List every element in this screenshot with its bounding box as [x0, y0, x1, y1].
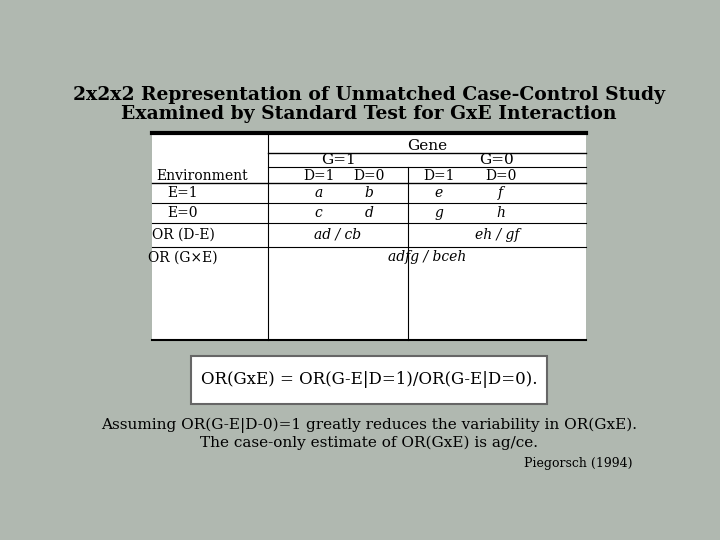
Text: Gene: Gene [407, 139, 447, 153]
Text: D=1: D=1 [303, 168, 334, 183]
Text: E=0: E=0 [168, 206, 198, 220]
Text: D=1: D=1 [423, 168, 454, 183]
Text: h: h [496, 206, 505, 220]
Text: a: a [315, 186, 323, 200]
Text: D=0: D=0 [485, 168, 516, 183]
FancyBboxPatch shape [191, 356, 547, 403]
Text: Piegorsch (1994): Piegorsch (1994) [524, 457, 632, 470]
Text: D=0: D=0 [354, 168, 384, 183]
Text: Assuming OR(G-E|D-0)=1 greatly reduces the variability in OR(GxE).: Assuming OR(G-E|D-0)=1 greatly reduces t… [101, 417, 637, 433]
Text: OR (D-E): OR (D-E) [152, 228, 215, 242]
Text: 2x2x2 Representation of Unmatched Case-Control Study: 2x2x2 Representation of Unmatched Case-C… [73, 86, 665, 104]
Text: Examined by Standard Test for GxE Interaction: Examined by Standard Test for GxE Intera… [121, 105, 617, 123]
Text: b: b [364, 186, 374, 200]
Text: OR(GxE) = OR(G-E|D=1)/OR(G-E|D=0).: OR(GxE) = OR(G-E|D=1)/OR(G-E|D=0). [201, 371, 537, 388]
Text: e: e [435, 186, 443, 200]
Text: OR (G×E): OR (G×E) [148, 251, 218, 264]
Text: Environment: Environment [156, 168, 248, 183]
Text: The case-only estimate of OR(GxE) is ag/ce.: The case-only estimate of OR(GxE) is ag/… [200, 436, 538, 450]
Text: f: f [498, 186, 503, 200]
Text: G=1: G=1 [320, 153, 356, 167]
Text: ad / cb: ad / cb [315, 228, 361, 242]
Text: G=0: G=0 [480, 153, 514, 167]
Text: eh / gf: eh / gf [474, 228, 519, 242]
Text: c: c [315, 206, 323, 220]
Text: d: d [364, 206, 374, 220]
Text: E=1: E=1 [168, 186, 198, 200]
FancyBboxPatch shape [152, 132, 586, 340]
Text: g: g [434, 206, 444, 220]
Text: adfg / bceh: adfg / bceh [388, 251, 467, 264]
